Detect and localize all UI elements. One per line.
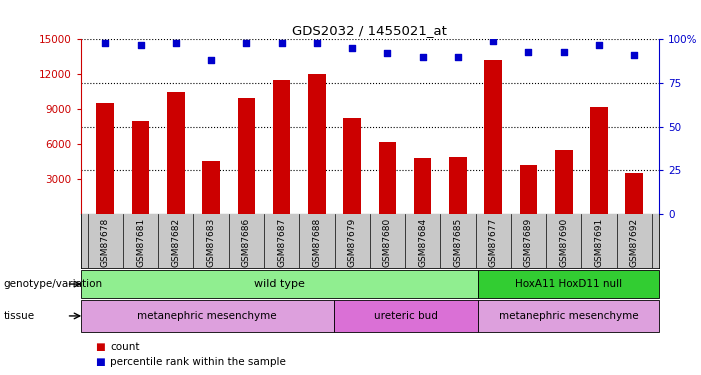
Bar xyxy=(379,142,396,214)
Point xyxy=(135,42,147,48)
Bar xyxy=(238,98,255,214)
Point xyxy=(488,38,499,44)
Text: GSM87678: GSM87678 xyxy=(101,218,110,267)
Text: GSM87685: GSM87685 xyxy=(454,218,463,267)
Text: HoxA11 HoxD11 null: HoxA11 HoxD11 null xyxy=(515,279,622,289)
Text: GSM87686: GSM87686 xyxy=(242,218,251,267)
Bar xyxy=(449,157,467,214)
Point xyxy=(593,42,604,48)
Text: metanephric mesenchyme: metanephric mesenchyme xyxy=(499,311,639,321)
Bar xyxy=(414,158,432,214)
Point xyxy=(382,50,393,56)
Text: genotype/variation: genotype/variation xyxy=(4,279,102,289)
Text: GSM87681: GSM87681 xyxy=(136,218,145,267)
Bar xyxy=(519,165,537,214)
Bar xyxy=(97,104,114,214)
Text: GSM87684: GSM87684 xyxy=(418,218,427,267)
Point xyxy=(558,49,569,55)
Bar xyxy=(478,300,659,332)
Text: GSM87680: GSM87680 xyxy=(383,218,392,267)
Bar xyxy=(484,60,502,214)
Bar xyxy=(81,270,478,298)
Text: GSM87677: GSM87677 xyxy=(489,218,498,267)
Bar xyxy=(555,150,573,214)
Bar xyxy=(132,121,149,214)
Text: wild type: wild type xyxy=(254,279,305,289)
Title: GDS2032 / 1455021_at: GDS2032 / 1455021_at xyxy=(292,24,447,37)
Bar xyxy=(167,92,184,214)
Point xyxy=(346,45,358,51)
Bar xyxy=(203,161,220,214)
Bar xyxy=(334,300,478,332)
Bar xyxy=(478,270,659,298)
Bar xyxy=(343,118,361,214)
Point xyxy=(523,49,534,55)
Text: count: count xyxy=(110,342,139,352)
Bar xyxy=(273,80,290,214)
Point xyxy=(417,54,428,60)
Point xyxy=(311,40,322,46)
Text: GSM87688: GSM87688 xyxy=(313,218,321,267)
Bar xyxy=(308,74,326,214)
Point xyxy=(205,57,217,63)
Text: metanephric mesenchyme: metanephric mesenchyme xyxy=(137,311,277,321)
Text: GSM87689: GSM87689 xyxy=(524,218,533,267)
Text: GSM87687: GSM87687 xyxy=(277,218,286,267)
Bar xyxy=(625,173,643,214)
Point xyxy=(452,54,463,60)
Text: GSM87679: GSM87679 xyxy=(348,218,357,267)
Text: ■: ■ xyxy=(95,342,104,352)
Point xyxy=(240,40,252,46)
Text: GSM87691: GSM87691 xyxy=(594,218,604,267)
Text: percentile rank within the sample: percentile rank within the sample xyxy=(110,357,286,367)
Point xyxy=(629,52,640,58)
Text: ■: ■ xyxy=(95,357,104,367)
Text: GSM87690: GSM87690 xyxy=(559,218,569,267)
Text: GSM87683: GSM87683 xyxy=(207,218,216,267)
Text: GSM87682: GSM87682 xyxy=(171,218,180,267)
Point xyxy=(100,40,111,46)
Text: tissue: tissue xyxy=(4,311,34,321)
Text: ureteric bud: ureteric bud xyxy=(374,311,438,321)
Point xyxy=(276,40,287,46)
Point xyxy=(170,40,182,46)
Bar xyxy=(590,107,608,214)
Bar xyxy=(81,300,334,332)
Text: GSM87692: GSM87692 xyxy=(629,218,639,267)
